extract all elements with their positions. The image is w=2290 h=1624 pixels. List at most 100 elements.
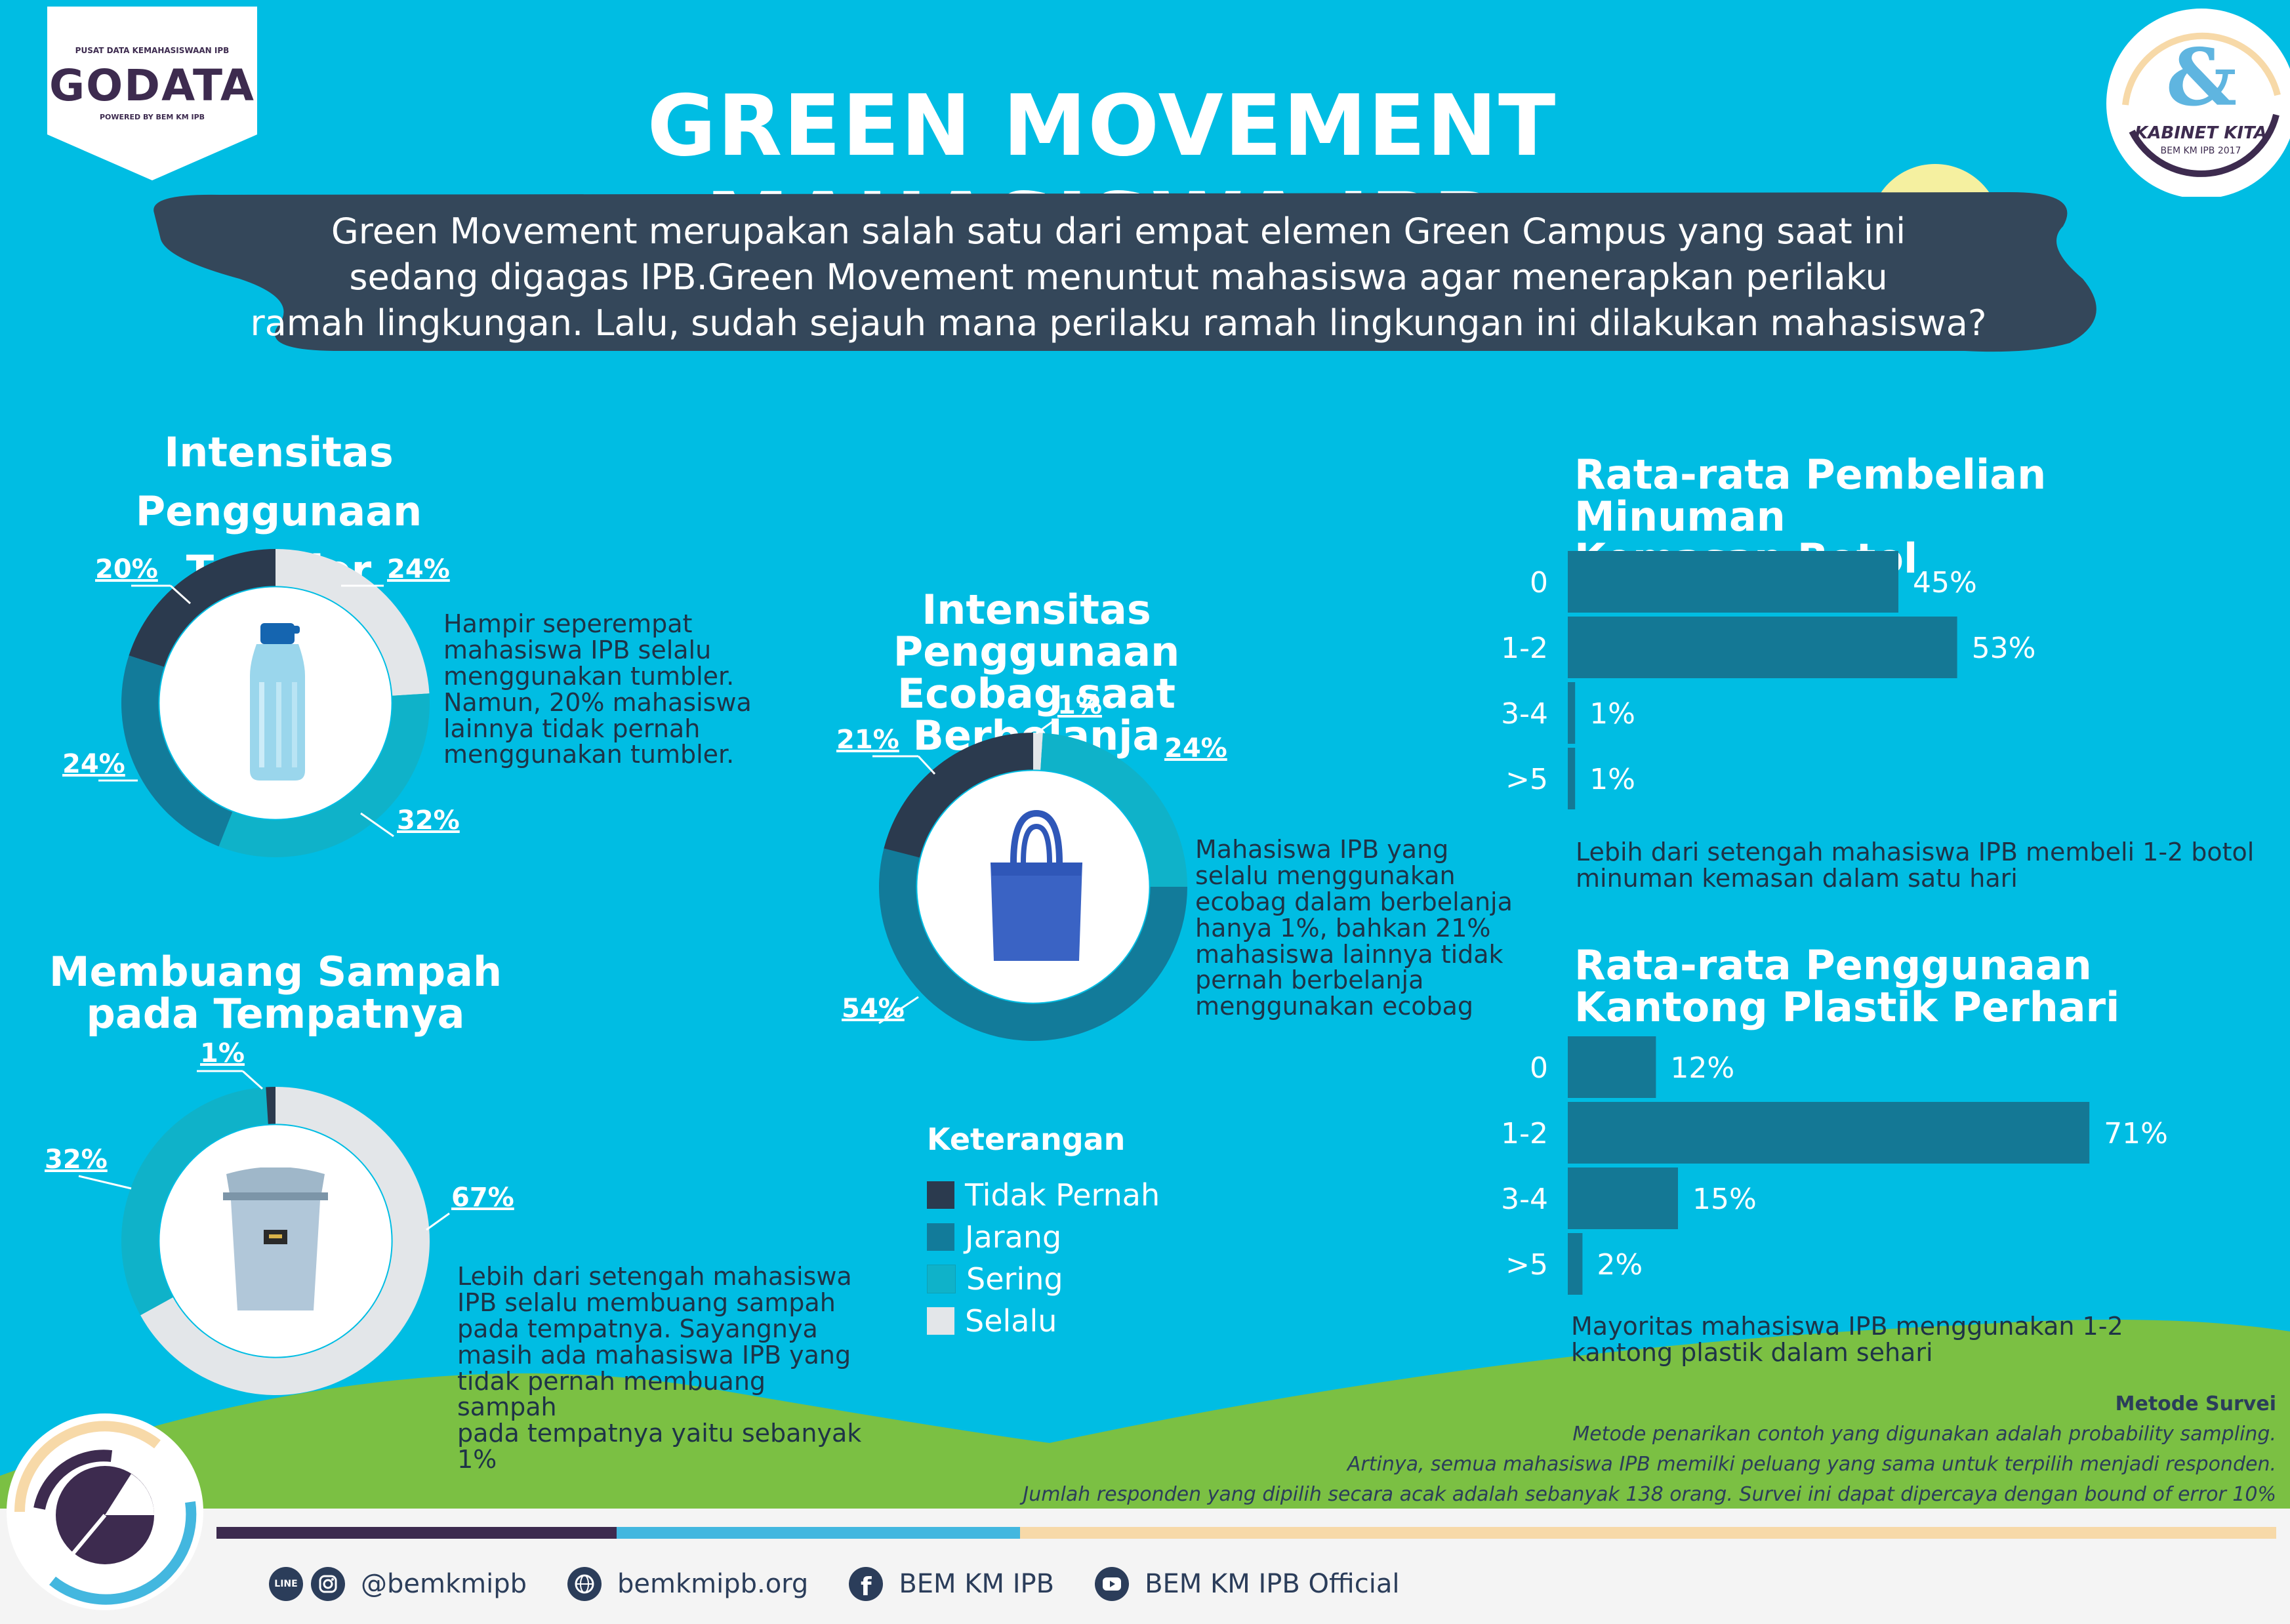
survey-title: Metode Survei (2115, 1392, 2276, 1415)
legend-label: Sering (966, 1261, 1063, 1297)
sampah-slice-sering (121, 1087, 268, 1316)
facebook-icon[interactable]: f (849, 1567, 884, 1601)
sampah-desc-line: Lebih dari setengah mahasiswa (457, 1262, 852, 1291)
sampah-desc-line: IPB selalu membuang sampah (457, 1288, 836, 1317)
footer-stripe-purple (216, 1527, 617, 1539)
instagram-icon[interactable] (311, 1567, 345, 1601)
footer-stripe-blue (617, 1527, 1020, 1539)
botol-value-label: 45% (1913, 566, 1977, 599)
botol-description: Lebih dari setengah mahasiswa IPB membel… (1576, 838, 2271, 893)
website-link[interactable]: bemkmipb.org (617, 1569, 809, 1599)
sampah-slice-tidak-pernah (266, 1087, 276, 1124)
plastik-desc-line: kantong plastik dalam sehari (1571, 1337, 1933, 1367)
plastik-bar (1568, 1233, 1583, 1295)
tumbler-description: Hampir seperempat mahasiswa IPB selalu m… (443, 611, 785, 768)
godata-pie-logo (7, 1413, 203, 1610)
botol-bar (1568, 748, 1576, 809)
ecobag-description: Mahasiswa IPB yang selalu menggunakan ec… (1195, 835, 1523, 1021)
tumbler-desc-line: mahasiswa IPB selalu (443, 635, 712, 664)
legend-title: Keterangan (927, 1122, 1126, 1157)
youtube-icon[interactable] (1095, 1567, 1130, 1601)
botol-value-label: 1% (1589, 763, 1635, 796)
godata-logo: GODATA (49, 60, 255, 111)
tumbler-label-selalu: 24% (387, 554, 450, 584)
tumbler-label-jarang: 24% (62, 749, 125, 779)
ecobag-desc-line: selalu menggunakan (1195, 861, 1456, 890)
badge-sub: BEM KM IPB 2017 (2160, 146, 2241, 156)
survey-line: Metode penarikan contoh yang digunakan a… (1572, 1423, 2276, 1446)
plastik-title-line-2: Kantong Plastik Perhari (1574, 983, 2120, 1031)
tumbler-slice-jarang (121, 655, 233, 847)
plastik-description: Mayoritas mahasiswa IPB menggunakan 1-2 … (1571, 1313, 2266, 1367)
ecobag-title: Intensitas Penggunaan Ecobag saat Berbel… (781, 589, 1292, 757)
intro-line-3: ramah lingkungan. Lalu, sudah sejauh man… (250, 302, 1987, 344)
legend-swatch (927, 1181, 954, 1209)
sampah-label-selalu: 67% (451, 1183, 514, 1213)
intro-line-1: Green Movement merupakan salah satu dari… (331, 211, 1906, 252)
plastik-value-label: 12% (1670, 1051, 1734, 1085)
ecobag-title-line-1: Intensitas Penggunaan (893, 586, 1180, 676)
logo-sub-text: POWERED BY BEM KM IPB (99, 113, 205, 121)
intro-text: Green Movement merupakan salah satu dari… (210, 209, 2027, 346)
facebook-page[interactable]: BEM KM IPB (899, 1569, 1055, 1599)
botol-title: Rata-rata Pembelian Minuman Kemasan Boto… (1574, 454, 2270, 580)
legend-label: Tidak Pernah (965, 1177, 1160, 1213)
ecobag-label-tidak-pernah: 21% (836, 725, 899, 755)
line-icon[interactable]: LINE (269, 1567, 303, 1601)
plastik-category-label: 1-2 (1501, 1117, 1548, 1150)
sampah-desc-line: masih ada mahasiswa IPB yang (457, 1340, 851, 1370)
botol-bar (1568, 551, 1898, 613)
plastik-category-label: 3-4 (1501, 1183, 1548, 1216)
ecobag-desc-line: Mahasiswa IPB yang (1195, 835, 1449, 864)
botol-bar (1568, 617, 1957, 678)
tumbler-desc-line: menggunakan tumbler. (443, 740, 735, 769)
ecobag-desc-line: menggunakan ecobag (1195, 992, 1474, 1021)
legend: Tidak Pernah Jarang Sering Selalu (927, 1174, 1160, 1342)
sampah-desc-line: pada tempatnya. Sayangnya (457, 1314, 818, 1343)
logo-small-text: PUSAT DATA KEMAHASISWAAN IPB (75, 46, 230, 55)
botol-value-label: 53% (1972, 632, 2036, 665)
ampersand-icon: & (2166, 31, 2237, 124)
youtube-channel[interactable]: BEM KM IPB Official (1145, 1569, 1400, 1599)
legend-label: Selalu (965, 1303, 1057, 1339)
botol-category-label: 3-4 (1501, 697, 1548, 731)
botol-bar-chart: 0 45% 1-2 53% 3-4 1% >5 1% (1501, 551, 2036, 809)
ecobag-slice-tidak-pernah (884, 733, 1033, 858)
ecobag-desc-line: ecobag dalam berbelanja (1195, 887, 1513, 916)
intro-cloud-shape (153, 192, 2096, 352)
legend-swatch (927, 1265, 956, 1293)
tumbler-desc-line: Hampir seperempat (443, 609, 693, 638)
ecobag-slice-selalu (1033, 733, 1043, 770)
godata-logo-banner (47, 7, 257, 180)
plastik-category-label: 0 (1530, 1051, 1548, 1085)
tumbler-label-sering: 32% (397, 805, 460, 836)
plastik-bar (1568, 1036, 1656, 1098)
sampah-title-line-2: pada Tempatnya (86, 990, 465, 1038)
legend-label: Jarang (965, 1219, 1062, 1255)
globe-icon[interactable] (567, 1567, 602, 1601)
tumbler-title-line-1: Intensitas Penggunaan (135, 428, 422, 535)
ecobag-title-line-2: Ecobag saat Berbelanja (897, 670, 1176, 757)
instagram-handle[interactable]: @bemkmipb (361, 1569, 527, 1599)
botol-title-line-1: Rata-rata Pembelian Minuman (1574, 451, 2047, 540)
legend-item-selalu: Selalu (927, 1300, 1160, 1342)
plastik-title-line-1: Rata-rata Penggunaan (1574, 941, 2092, 989)
botol-desc-line: Lebih dari setengah mahasiswa IPB membel… (1576, 838, 2255, 866)
sampah-title: Membuang Sampah pada Tempatnya (26, 951, 525, 1035)
sampah-label-sering: 32% (45, 1145, 108, 1175)
botol-bar (1568, 682, 1576, 744)
tumbler-desc-line: Namun, 20% mahasiswa (443, 687, 752, 717)
ecobag-desc-line: mahasiswa lainnya tidak (1195, 939, 1503, 969)
survey-line: Artinya, semua mahasiswa IPB memilki pel… (1347, 1453, 2276, 1476)
plastik-category-label: >5 (1505, 1248, 1548, 1282)
ecobag-label-jarang: 54% (842, 994, 905, 1024)
survey-method: Metode Survei Metode penarikan contoh ya… (984, 1389, 2276, 1510)
sampah-label-tidak-pernah: 1% (200, 1038, 245, 1068)
botol-desc-line: minuman kemasan dalam satu hari (1576, 863, 2018, 893)
ecobag-label-selalu: 1% (1057, 690, 1102, 720)
ecobag-desc-line: pernah berbelanja (1195, 965, 1424, 995)
botol-value-label: 1% (1589, 697, 1635, 731)
ecobag-label-sering: 24% (1164, 733, 1227, 763)
